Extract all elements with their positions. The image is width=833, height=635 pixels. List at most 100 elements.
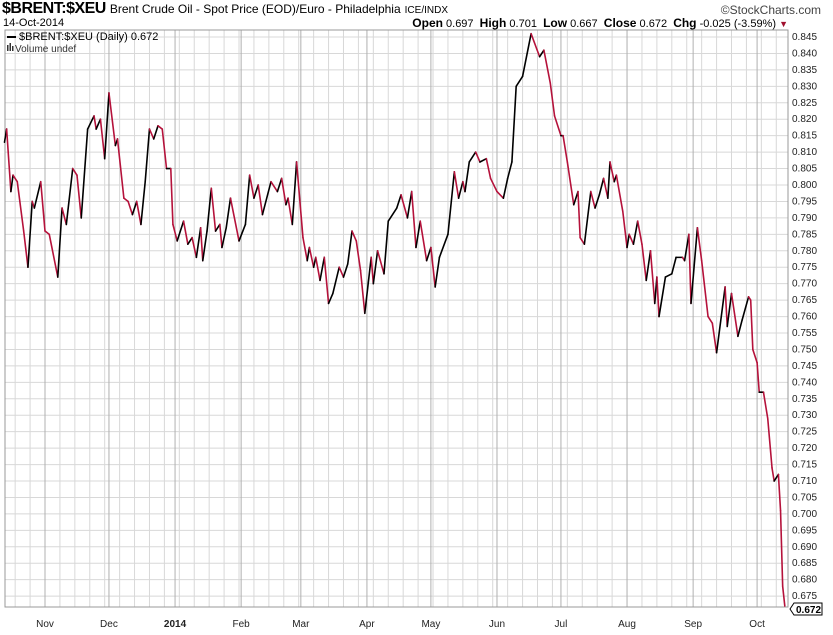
price-segment xyxy=(80,128,89,219)
close-label: Close xyxy=(603,16,637,30)
y-tick-label: 0.690 xyxy=(792,542,817,553)
price-segment xyxy=(438,233,449,259)
y-tick-label: 0.720 xyxy=(792,443,817,454)
price-segment xyxy=(33,180,42,209)
price-segment xyxy=(238,223,247,242)
price-segment xyxy=(641,243,648,282)
symbol-description: Brent Crude Oil - Spot Price (EOD)/Euro … xyxy=(109,2,401,16)
price-segment xyxy=(140,180,147,226)
price-segment xyxy=(415,220,422,249)
price-segment xyxy=(93,115,97,130)
x-tick-label: Mar xyxy=(292,619,310,630)
legend: $BRENT:$XEU (Daily) 0.672 Volume undef xyxy=(7,31,158,55)
price-segment xyxy=(270,180,279,193)
price-segment xyxy=(626,233,630,249)
price-segment xyxy=(506,161,513,180)
price-segment xyxy=(108,92,117,147)
price-segment xyxy=(756,361,761,394)
y-tick-label: 0.770 xyxy=(792,279,817,290)
y-tick-label: 0.785 xyxy=(792,229,817,240)
price-segment xyxy=(496,190,505,199)
price-segment xyxy=(10,174,14,193)
price-segment xyxy=(649,249,656,305)
ohlc-summary: Open 0.697 High 0.701 Low 0.667 Close 0.… xyxy=(412,16,788,30)
price-segment xyxy=(621,210,628,249)
price-segment xyxy=(489,177,498,193)
y-tick-label: 0.715 xyxy=(792,460,817,471)
price-segment xyxy=(244,174,251,226)
price-segment xyxy=(737,319,743,338)
price-segment xyxy=(71,167,78,176)
price-segment xyxy=(56,207,63,278)
price-segment xyxy=(214,223,221,232)
price-segment xyxy=(711,322,718,354)
price-segment xyxy=(690,226,699,305)
price-segment xyxy=(314,256,321,282)
price-segment xyxy=(187,236,193,246)
y-tick-label: 0.845 xyxy=(792,32,817,43)
y-tick-label: 0.730 xyxy=(792,410,817,421)
change-label: Chg xyxy=(673,16,697,30)
stockcharts-brand[interactable]: ©StockCharts.com xyxy=(720,3,821,17)
down-arrow-icon: ▼ xyxy=(779,19,788,29)
open-value: 0.697 xyxy=(446,18,474,30)
price-segment xyxy=(636,220,643,246)
price-segment xyxy=(521,32,532,78)
price-segment xyxy=(144,128,151,183)
price-segment xyxy=(762,391,769,420)
price-segment xyxy=(12,174,19,183)
low-label: Low xyxy=(543,16,568,30)
x-tick-label: Jul xyxy=(555,619,568,630)
y-tick-label: 0.675 xyxy=(792,591,817,602)
y-tick-label: 0.740 xyxy=(792,377,817,388)
price-segment xyxy=(191,236,198,259)
price-segment xyxy=(16,180,25,232)
price-segment xyxy=(752,348,758,364)
price-segment xyxy=(61,207,68,226)
price-segment xyxy=(502,177,509,199)
price-segment xyxy=(359,269,366,315)
price-segment xyxy=(658,276,667,318)
price-segment xyxy=(400,194,409,219)
price-segment xyxy=(671,256,677,275)
price-segment xyxy=(628,233,635,246)
price-segment xyxy=(332,266,341,295)
price-segment xyxy=(148,128,155,140)
price-segment xyxy=(157,125,164,130)
y-tick-label: 0.680 xyxy=(792,575,817,586)
price-segment xyxy=(607,161,611,199)
y-tick-label: 0.830 xyxy=(792,81,817,92)
price-segment xyxy=(172,223,178,242)
price-segment xyxy=(383,220,390,275)
price-segment xyxy=(766,417,773,469)
y-tick-label: 0.725 xyxy=(792,427,817,438)
price-segment xyxy=(688,233,692,305)
price-segment xyxy=(27,200,34,269)
x-tick-label: May xyxy=(421,619,440,630)
price-segment xyxy=(589,190,596,209)
price-segment xyxy=(543,49,552,84)
y-tick-label: 0.825 xyxy=(792,98,817,109)
y-tick-label: 0.840 xyxy=(792,48,817,59)
price-segment xyxy=(370,256,375,285)
y-tick-label: 0.760 xyxy=(792,312,817,323)
y-tick-label: 0.795 xyxy=(792,196,817,207)
price-segment xyxy=(291,161,298,226)
price-segment xyxy=(566,161,575,206)
title-row: $BRENT:$XEU Brent Crude Oil - Spot Price… xyxy=(2,0,448,18)
price-segment xyxy=(253,184,260,199)
price-segment xyxy=(771,467,775,482)
y-tick-label: 0.775 xyxy=(792,262,817,273)
price-segment xyxy=(201,230,208,262)
price-segment xyxy=(22,230,29,269)
price-segment xyxy=(195,226,202,259)
grid xyxy=(5,30,788,607)
y-tick-label: 0.820 xyxy=(792,114,817,125)
price-segment xyxy=(474,151,481,163)
y-axis: 0.675 0.680 0.685 0.690 0.695 0.700 0.705 0.710… xyxy=(792,32,817,602)
price-segment xyxy=(372,249,379,285)
price-segment xyxy=(485,157,492,180)
price-segment xyxy=(741,296,750,321)
price-segment xyxy=(319,256,326,282)
